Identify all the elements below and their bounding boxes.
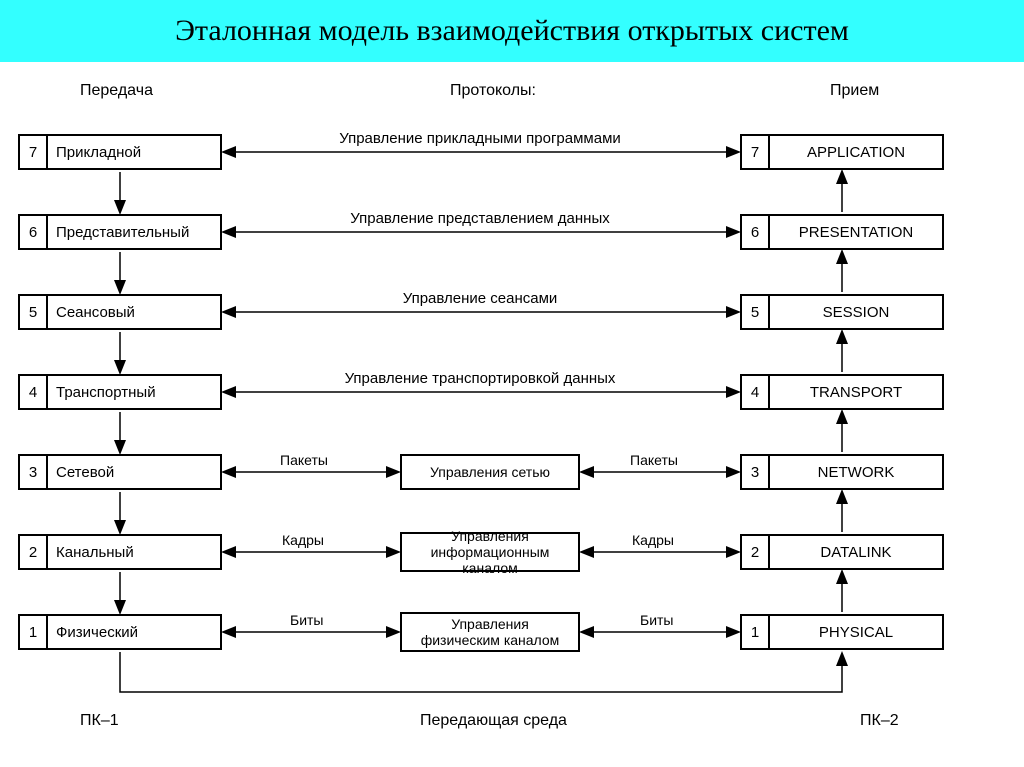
right-layer-6-num: 6 <box>742 216 770 248</box>
right-layer-6-name: PRESENTATION <box>770 224 942 241</box>
left-layer-1-num: 1 <box>20 616 48 648</box>
label-bits-left: Биты <box>290 612 323 628</box>
left-layer-7: 7 Прикладной <box>18 134 222 170</box>
right-layer-1: 1 PHYSICAL <box>740 614 944 650</box>
right-layer-7-num: 7 <box>742 136 770 168</box>
left-layer-1-name: Физический <box>48 624 220 641</box>
left-layer-4-num: 4 <box>20 376 48 408</box>
protocol-5: Управление сеансами <box>320 290 640 307</box>
right-layer-1-name: PHYSICAL <box>770 624 942 641</box>
header-left: Передача <box>80 82 153 100</box>
right-layer-2-name: DATALINK <box>770 544 942 561</box>
right-layer-6: 6 PRESENTATION <box>740 214 944 250</box>
footer-middle: Передающая среда <box>420 712 567 730</box>
right-layer-4: 4 TRANSPORT <box>740 374 944 410</box>
label-bits-right: Биты <box>640 612 673 628</box>
label-frames-right: Кадры <box>632 532 674 548</box>
left-layer-2-num: 2 <box>20 536 48 568</box>
mid-box-datalink: Управления информационным каналом <box>400 532 580 572</box>
left-layer-3-num: 3 <box>20 456 48 488</box>
right-layer-2-num: 2 <box>742 536 770 568</box>
right-layer-7-name: APPLICATION <box>770 144 942 161</box>
right-layer-4-num: 4 <box>742 376 770 408</box>
right-layer-3: 3 NETWORK <box>740 454 944 490</box>
left-layer-1: 1 Физический <box>18 614 222 650</box>
header-middle: Протоколы: <box>450 82 536 100</box>
left-layer-2-name: Канальный <box>48 544 220 561</box>
header-right: Прием <box>830 82 879 100</box>
protocol-7: Управление прикладными программами <box>320 130 640 147</box>
protocol-6: Управление представлением данных <box>320 210 640 227</box>
label-packets-right: Пакеты <box>630 452 678 468</box>
left-layer-5: 5 Сеансовый <box>18 294 222 330</box>
osi-diagram: Передача Протоколы: Прием <box>0 62 1024 762</box>
left-layer-6: 6 Представительный <box>18 214 222 250</box>
right-layer-5-name: SESSION <box>770 304 942 321</box>
right-layer-5: 5 SESSION <box>740 294 944 330</box>
left-layer-5-name: Сеансовый <box>48 304 220 321</box>
left-layer-5-num: 5 <box>20 296 48 328</box>
mid-box-physical: Управления физическим каналом <box>400 612 580 652</box>
right-layer-2: 2 DATALINK <box>740 534 944 570</box>
left-layer-3: 3 Сетевой <box>18 454 222 490</box>
protocol-4: Управление транспортировкой данных <box>320 370 640 387</box>
left-layer-7-name: Прикладной <box>48 144 220 161</box>
left-layer-2: 2 Канальный <box>18 534 222 570</box>
left-layer-4: 4 Транспортный <box>18 374 222 410</box>
right-layer-7: 7 APPLICATION <box>740 134 944 170</box>
label-packets-left: Пакеты <box>280 452 328 468</box>
footer-left: ПК–1 <box>80 712 119 730</box>
page-title: Эталонная модель взаимодействия открытых… <box>0 0 1024 62</box>
right-layer-3-num: 3 <box>742 456 770 488</box>
label-frames-left: Кадры <box>282 532 324 548</box>
right-layer-4-name: TRANSPORT <box>770 384 942 401</box>
mid-box-network: Управления сетью <box>400 454 580 490</box>
left-layer-3-name: Сетевой <box>48 464 220 481</box>
left-layer-4-name: Транспортный <box>48 384 220 401</box>
footer-right: ПК–2 <box>860 712 899 730</box>
left-layer-6-num: 6 <box>20 216 48 248</box>
right-layer-3-name: NETWORK <box>770 464 942 481</box>
right-layer-5-num: 5 <box>742 296 770 328</box>
right-layer-1-num: 1 <box>742 616 770 648</box>
left-layer-6-name: Представительный <box>48 224 220 241</box>
left-layer-7-num: 7 <box>20 136 48 168</box>
